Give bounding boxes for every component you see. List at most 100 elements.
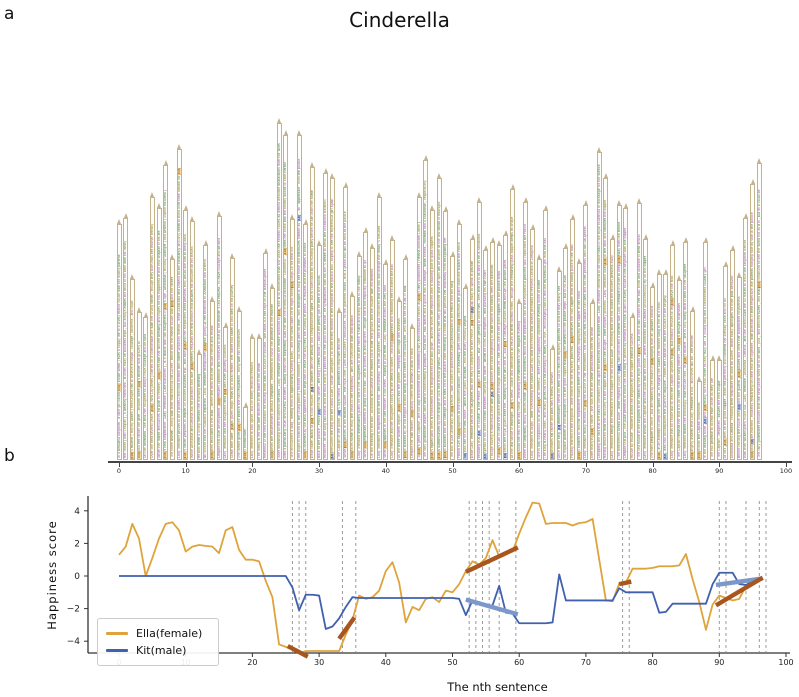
word: window [650,305,655,318]
word: upstairs [650,318,655,332]
word: her [263,310,268,317]
word: godmother [416,263,421,282]
word: the [603,390,608,396]
word: the [369,423,374,429]
male-name-chip: Kit [336,410,341,416]
word: is [123,376,128,379]
word: way [516,411,521,418]
word: hanging [750,254,755,268]
word: that [323,397,328,405]
word: Prince [523,223,528,234]
word: guard [503,417,508,428]
word: from [543,250,548,259]
word: slipper [630,359,635,371]
word: her [263,291,268,297]
word: salutes [716,406,721,418]
word: in [603,253,608,257]
word: , [376,339,381,341]
word: time [123,264,128,272]
flag-pennant-icon [217,211,222,217]
word: father [316,386,321,396]
word: is [363,306,368,310]
word: of [530,261,535,265]
word: scores [450,373,454,384]
sentence-flag: Ella , in an attempt to keep her spirits… [656,268,662,460]
word: side [750,234,755,241]
word: her [216,322,221,329]
word: Captain [643,404,648,417]
word: the [296,414,301,420]
sentence-flag: Ella walks the rest of the way home , ch… [516,297,522,460]
word: Lady [203,387,208,396]
flag-pennant-icon [297,129,302,135]
word: for [289,261,294,266]
word: for [263,404,268,410]
sentence-flag: Before leaving the house with Kit and th… [736,272,742,460]
word: of [510,426,515,430]
word: the [656,368,661,374]
word: to [536,414,541,418]
word: of [476,424,481,428]
flag-pennant-icon [563,243,568,249]
panel-a-tick-label: 70 [581,467,591,475]
word: sends [503,443,508,453]
word: to [303,369,308,373]
flag-pennant-icon [383,259,388,265]
word: with [349,335,354,342]
word: is [756,220,761,224]
word: dance [463,409,468,420]
flag-pole: Ella is startled by an old beggar woman … [403,259,409,460]
word: the [269,436,274,442]
word: her [496,325,501,332]
sentence-text: Over the next several years , Ella ( now… [150,198,154,459]
word: son [543,379,548,385]
sentence-text: Ella bears the mistreatment without comp… [269,289,274,459]
word: his [316,396,321,402]
flag-pennant-icon [130,273,135,279]
word: to [269,357,274,362]
word: Eloise [116,372,121,383]
word: 's [309,414,314,417]
word: resentment [583,352,588,372]
sentence-text: Ella races home to relay the news to her… [349,297,354,459]
word: the [736,428,741,434]
word: in [576,305,581,309]
word: orders [663,366,668,378]
female-name-chip: Ella [563,351,568,358]
word: , [530,418,535,420]
word: are [750,433,755,439]
word: her [723,337,728,343]
word: , [336,416,341,418]
flag-pole: Lady Tremaine is also upset , but for so… [249,337,255,460]
word: every [623,289,628,299]
word: the [123,291,128,297]
word: Tremaine [683,434,688,450]
word: , [163,291,168,293]
word: again [329,198,334,208]
word: twelve [490,312,495,324]
word: her [576,299,581,305]
word: a [283,447,288,450]
word: all [276,427,281,432]
word: but [123,321,128,327]
word: for [176,175,181,180]
word: beautiful [116,436,121,452]
word: stepfamily [443,272,448,289]
word: the [496,416,501,422]
flag-pennant-icon [623,203,628,209]
word: each [703,377,708,386]
word: stop [296,280,301,288]
flag-pole: However , as the King still insists that… [323,173,329,460]
word: her [656,318,661,324]
word: dubs [283,330,288,339]
word: Alex [343,359,348,367]
flag-pole: Lady Tremaine makes the shockingly false… [683,241,689,460]
sentence-flag: After dismissing all the household serva… [276,118,282,460]
word: hoping [383,365,388,377]
flag-pole: Ella is dumbfounded by the change in luc… [436,177,442,460]
word: they [710,384,715,392]
word: in [423,392,428,396]
word: time [229,440,234,448]
sentence-text: When her father announces his plan to re… [157,209,161,459]
word: , [396,412,401,414]
